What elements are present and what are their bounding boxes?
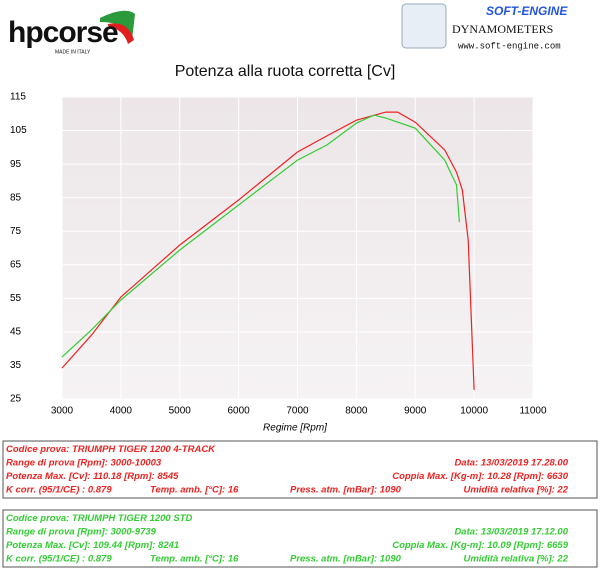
x-tick-label: 9000 [404, 406, 427, 417]
test-info: Range di prova [Rpm]: 3000-10003 [6, 458, 162, 469]
dyno-sub: DYNAMOMETERS [452, 22, 553, 36]
y-tick-label: 95 [10, 159, 22, 170]
series-name: TRIUMPH TIGER 1200 STD [72, 513, 192, 524]
test-code: Codice prova: TRIUMPH TIGER 1200 STD [6, 513, 192, 524]
chart-title: Potenza alla ruota corretta [Cv] [175, 63, 396, 80]
test-code: Codice prova: TRIUMPH TIGER 1200 4-TRACK [6, 444, 216, 455]
y-tick-label: 85 [10, 192, 22, 203]
test-info: Coppia Max. [Kg-m]: 10.09 [Rpm]: 6659 [392, 540, 568, 551]
test-info: K corr. (95/1/CE) : 0.879 [6, 554, 112, 565]
y-tick-label: 65 [10, 259, 22, 270]
x-tick-label: 8000 [345, 406, 368, 417]
test-info: Potenza Max. [Cv]: 109.44 [Rpm]: 8241 [6, 540, 179, 551]
x-tick-label: 11000 [519, 406, 547, 417]
test-info: K corr. (95/1/CE) : 0.879 [6, 485, 112, 496]
test-info: Umidità relativa [%]: 22 [463, 485, 568, 496]
y-tick-label: 105 [10, 125, 27, 136]
x-tick-label: 7000 [286, 406, 309, 417]
x-axis-title: Regime [Rpm] [263, 423, 327, 434]
test-info: Umidità relativa [%]: 22 [463, 554, 568, 565]
test-info: Press. atm. [mBar]: 1090 [290, 554, 402, 565]
brand-sub: MADE IN ITALY [55, 49, 91, 55]
dyno-url: www.soft-engine.com [458, 41, 561, 51]
x-tick-label: 10000 [460, 406, 488, 417]
test-box [2, 509, 598, 568]
x-tick-label: 4000 [110, 406, 133, 417]
y-tick-label: 55 [10, 293, 22, 304]
y-tick-label: 35 [10, 360, 22, 371]
power-line [61, 114, 460, 358]
y-tick-label: 25 [10, 394, 22, 405]
test-info: Data: 13/03/2019 17.12.00 [454, 527, 568, 538]
y-tick-label: 75 [10, 226, 22, 237]
test-info: Range di prova [Rpm]: 3000-9739 [6, 527, 157, 538]
brand-logo: hpcorse [8, 16, 118, 49]
test-info: Press. atm. [mBar]: 1090 [290, 485, 402, 496]
test-box [2, 440, 598, 499]
x-tick-label: 6000 [228, 406, 251, 417]
test-info: Potenza Max. [Cv]: 110.18 [Rpm]: 8545 [6, 471, 179, 482]
y-tick-label: 45 [10, 327, 22, 338]
test-code-label: Codice prova: [6, 444, 69, 455]
x-tick-label: 5000 [169, 406, 192, 417]
dyno-logo-icon [401, 3, 447, 49]
test-code-label: Codice prova: [6, 513, 69, 524]
dyno-logo: SOFT-ENGINE [486, 4, 568, 18]
logo-swoosh [100, 10, 135, 40]
logo-swoosh [108, 23, 134, 44]
x-tick-label: 3000 [51, 406, 74, 417]
y-tick-label: 115 [10, 92, 26, 103]
test-info: Temp. amb. [°C]: 16 [150, 485, 239, 496]
series-name: TRIUMPH TIGER 1200 4-TRACK [72, 444, 216, 455]
test-info: Data: 13/03/2019 17.28.00 [454, 458, 568, 469]
test-info: Coppia Max. [Kg-m]: 10.28 [Rpm]: 6630 [392, 471, 568, 482]
test-info: Temp. amb. [°C]: 16 [150, 554, 239, 565]
